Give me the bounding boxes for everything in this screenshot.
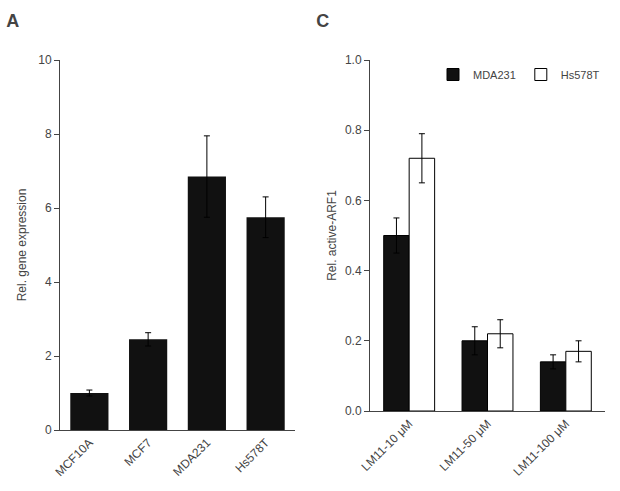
svg-text:MCF7: MCF7 [121,436,154,469]
svg-text:8: 8 [45,127,52,141]
svg-text:C: C [316,11,329,31]
svg-text:0.8: 0.8 [345,123,362,137]
svg-text:MDA231: MDA231 [170,436,213,479]
svg-text:2: 2 [45,349,52,363]
svg-text:10: 10 [38,53,52,67]
svg-text:LM11-50 μM: LM11-50 μM [437,417,494,474]
svg-text:Hs578T: Hs578T [561,69,600,81]
svg-text:0.6: 0.6 [345,194,362,208]
svg-text:0.2: 0.2 [345,334,362,348]
svg-text:LM11-10 μM: LM11-10 μM [358,417,415,474]
svg-text:6: 6 [45,201,52,215]
svg-text:0.4: 0.4 [345,264,362,278]
svg-text:MDA231: MDA231 [473,69,516,81]
svg-text:A: A [6,11,19,31]
svg-text:0.0: 0.0 [345,404,362,418]
svg-text:Hs578T: Hs578T [232,435,272,475]
svg-text:Rel. active-ARF1: Rel. active-ARF1 [325,190,339,281]
svg-text:0: 0 [45,423,52,437]
svg-text:Rel. gene expression: Rel. gene expression [15,189,29,302]
svg-text:1.0: 1.0 [345,53,362,67]
svg-text:4: 4 [45,275,52,289]
svg-text:LM11-100 μM: LM11-100 μM [510,417,572,479]
svg-text:MCF10A: MCF10A [52,436,95,479]
